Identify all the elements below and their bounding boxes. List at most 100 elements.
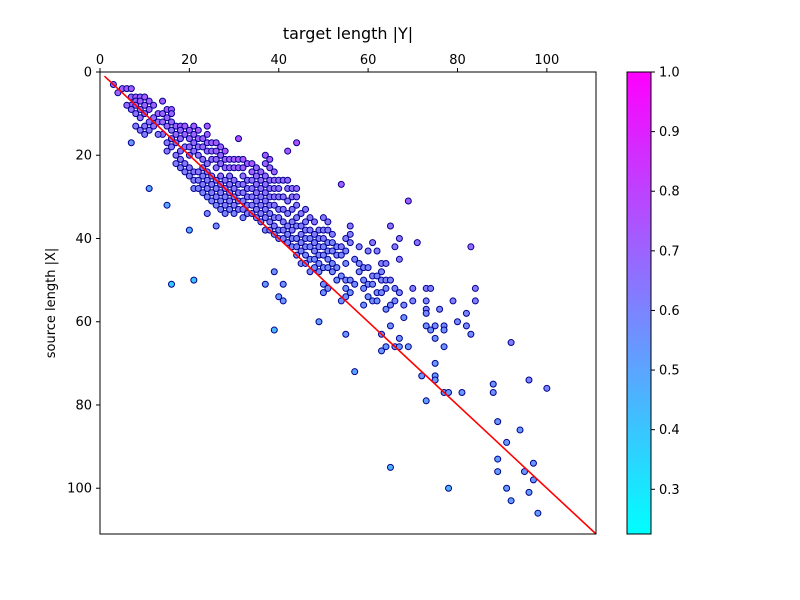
data-point (127, 139, 135, 147)
data-point (212, 185, 220, 193)
data-point (319, 251, 327, 259)
data-point (141, 101, 149, 109)
data-point (400, 314, 408, 322)
data-point (208, 197, 216, 205)
data-point (181, 130, 189, 138)
data-point (203, 185, 211, 193)
data-point (364, 247, 372, 255)
data-point (293, 139, 301, 147)
y-tick-label: 60 (75, 315, 92, 330)
data-point (378, 268, 386, 276)
data-point (168, 143, 175, 151)
data-point (181, 168, 189, 176)
data-point (319, 289, 327, 297)
data-point (275, 214, 283, 222)
data-point (279, 218, 287, 226)
data-point (145, 105, 153, 113)
x-axis-label: target length |Y| (283, 24, 413, 43)
data-point (471, 297, 479, 305)
data-point (190, 130, 198, 138)
data-point (431, 322, 439, 330)
data-point (221, 176, 229, 184)
data-point (409, 284, 417, 292)
data-point (422, 322, 430, 330)
data-point (382, 284, 390, 292)
data-point (239, 172, 247, 180)
data-point (342, 293, 350, 301)
data-point (306, 226, 314, 234)
data-point (212, 139, 220, 147)
data-point (150, 122, 158, 130)
data-point (351, 280, 359, 288)
data-point (185, 143, 193, 151)
data-point (145, 185, 153, 193)
data-point (373, 272, 381, 280)
data-point (185, 126, 193, 134)
x-tick-label: 80 (449, 53, 466, 68)
data-point (248, 160, 256, 168)
data-point (248, 201, 256, 209)
data-point (319, 280, 327, 288)
data-point (346, 289, 354, 297)
data-point (293, 234, 301, 242)
data-point (248, 168, 256, 176)
data-point (284, 147, 292, 155)
data-point (185, 226, 193, 234)
data-point (293, 201, 301, 209)
data-point (190, 122, 198, 130)
data-point (252, 164, 260, 172)
data-point (534, 509, 542, 517)
data-point (440, 326, 448, 334)
y-tick-label: 40 (75, 232, 92, 247)
data-point (284, 230, 292, 238)
data-point (217, 151, 225, 159)
data-point (221, 147, 229, 155)
data-point (422, 297, 430, 305)
data-point (324, 226, 332, 234)
colorbar-tick-label: 0.7 (659, 244, 680, 259)
data-point (159, 118, 167, 126)
data-point (342, 234, 350, 242)
data-point (145, 126, 153, 134)
data-point (114, 89, 122, 97)
data-point (355, 243, 363, 251)
data-point (275, 185, 283, 193)
data-point (212, 193, 220, 201)
data-point (194, 185, 202, 193)
data-point (136, 114, 144, 122)
data-point (503, 484, 511, 492)
data-point (203, 193, 211, 201)
data-point (297, 239, 305, 247)
data-point (279, 280, 287, 288)
data-point (395, 289, 403, 297)
data-point (302, 205, 310, 213)
data-point (261, 197, 269, 205)
data-point (293, 193, 301, 201)
data-point (494, 418, 502, 426)
data-point (141, 93, 149, 101)
data-point (324, 255, 332, 263)
data-point (239, 164, 247, 172)
data-point (217, 160, 225, 168)
data-point (168, 110, 175, 118)
data-point (503, 438, 511, 446)
data-point (266, 155, 274, 163)
data-point (293, 185, 301, 193)
data-point (212, 155, 220, 163)
data-point (391, 243, 399, 251)
data-point (266, 210, 274, 218)
data-point (185, 172, 193, 180)
data-point (270, 268, 278, 276)
data-point (217, 143, 225, 151)
data-point (386, 301, 394, 309)
data-point (154, 130, 162, 138)
data-point (525, 376, 533, 384)
data-point (319, 243, 327, 251)
data-point (355, 259, 363, 267)
data-point (507, 497, 515, 505)
data-point (382, 305, 390, 313)
data-point (431, 376, 439, 384)
data-point (176, 147, 184, 155)
data-point (132, 122, 140, 130)
